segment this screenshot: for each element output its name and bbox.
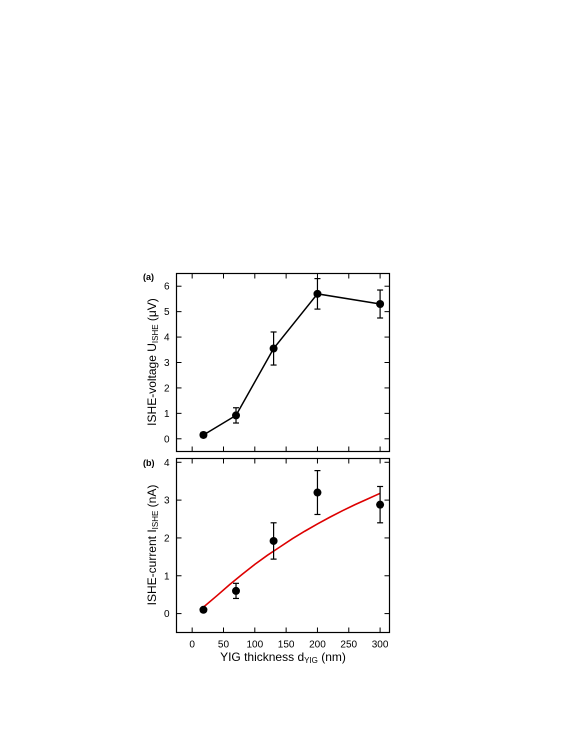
panel-b-ytick-label: 3: [164, 496, 170, 507]
panel-b-xtick-label: 0: [189, 640, 195, 651]
panel-b-xlabel: YIG thickness dYIG (nm): [220, 650, 346, 665]
panel-a-ytick-label: 6: [164, 282, 170, 293]
panel-b-data-point: [232, 586, 241, 595]
panel-b-ytick-label: 1: [164, 571, 170, 582]
panel-b-xtick-label: 150: [278, 640, 295, 651]
panel-b-data-point: [376, 500, 385, 509]
panel-b-ytick-label: 4: [164, 458, 170, 469]
panel-b-ytick-label: 2: [164, 533, 170, 544]
panel-b-fit-curve: [202, 492, 381, 608]
panel-a-ytick-label: 3: [164, 358, 170, 369]
panel-a-ytick-label: 4: [164, 333, 170, 344]
panel-b-xtick-label: 200: [309, 640, 326, 651]
panel-b-xtick-label: 50: [218, 640, 230, 651]
panel-b-data-point: [269, 536, 278, 545]
panel-a-ytick-label: 0: [164, 434, 170, 445]
panel-a-data-point: [232, 411, 241, 420]
panel-b-xtick-label: 100: [246, 640, 263, 651]
panel-a-ytick-label: 2: [164, 383, 170, 394]
panel-a-ytick-label: 1: [164, 409, 170, 420]
panel-a-data-point: [199, 430, 208, 439]
panel-a-ticks: 0 1 2 3 4 5 6: [164, 273, 390, 452]
panel-a-ytick-label: 5: [164, 307, 170, 318]
panel-a-data-point: [376, 300, 385, 309]
panel-b-data-point: [199, 605, 208, 614]
panel-a-ylabel: ISHE-voltage UISHE (μV): [145, 298, 160, 426]
panel-b-ticks: 0 1 2 3 4 0 50 100 150 200 250 300: [164, 458, 390, 651]
panel-a-data-point: [313, 289, 322, 298]
panel-b-label: (b): [143, 458, 155, 468]
panel-a-data: [199, 277, 385, 439]
panel-a-series-line: [203, 293, 381, 436]
panel-b-ylabel: ISHE-current IISHE (nA): [145, 485, 160, 606]
panel-a: (a) 0 1 2 3 4 5 6 ISHE-voltage UISHE (μV): [143, 272, 391, 453]
panel-b-xtick-label: 250: [340, 640, 357, 651]
panel-b-data: [199, 470, 385, 614]
panel-b-frame: [175, 457, 391, 634]
panel-a-label: (a): [143, 272, 154, 282]
panel-b: (b) 0 1 2 3 4 0 50 100 150 200 250 300 ISHE-current…: [143, 457, 391, 665]
panel-b-xtick-label: 300: [372, 640, 389, 651]
panel-a-data-point: [269, 344, 278, 353]
panel-b-data-point: [313, 488, 322, 497]
panel-b-ytick-label: 0: [164, 609, 170, 620]
